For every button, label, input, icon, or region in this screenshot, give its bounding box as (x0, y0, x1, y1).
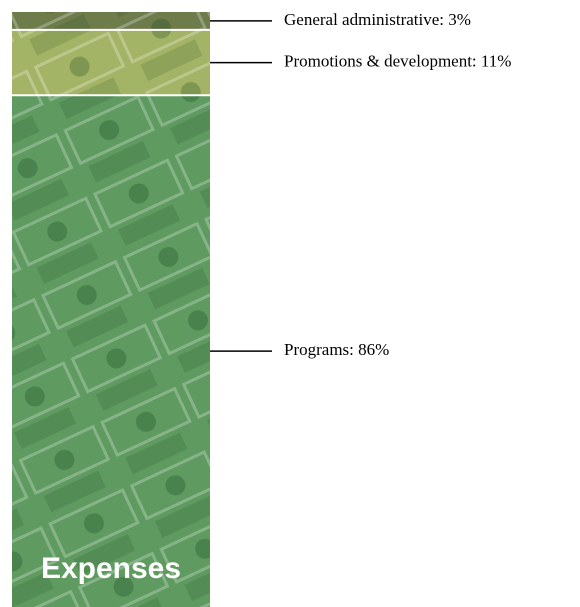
bar-stack (12, 12, 210, 607)
segment-label: Promotions & development: 11% (284, 51, 511, 70)
bar-segment (12, 12, 210, 30)
bar-segment (12, 95, 210, 607)
bar-segment (12, 29, 210, 96)
segment-label: Programs: 86% (284, 340, 389, 359)
chart-title: Expenses (41, 552, 181, 585)
segment-label: General administrative: 3% (284, 10, 471, 29)
